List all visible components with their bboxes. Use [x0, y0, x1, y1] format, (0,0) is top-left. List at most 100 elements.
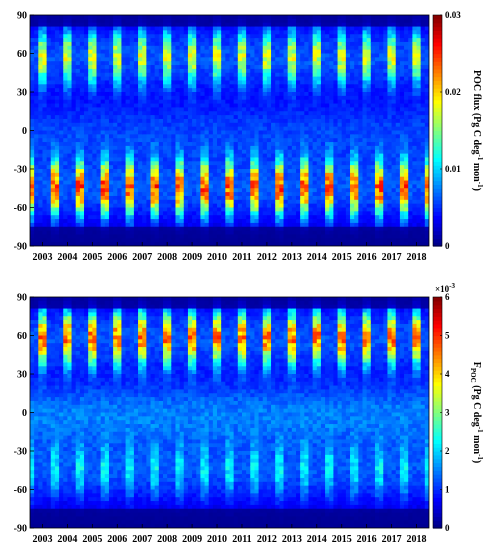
heatmap-cell	[337, 115, 343, 120]
heatmap-cell	[100, 15, 106, 20]
heatmap-cell	[333, 230, 339, 236]
heatmap-cell	[104, 130, 110, 135]
heatmap-cell	[283, 176, 289, 182]
heatmap-cell	[34, 203, 39, 209]
heatmap-cell	[312, 157, 318, 162]
heatmap-cell	[88, 53, 93, 58]
heatmap-cell	[250, 161, 256, 166]
heatmap-cell	[71, 234, 77, 239]
heatmap-cell	[183, 195, 189, 201]
heatmap-cell	[271, 38, 276, 43]
heatmap-cell	[59, 99, 64, 105]
heatmap-cell	[250, 41, 256, 47]
heatmap-cell	[163, 234, 168, 239]
heatmap-cell	[345, 230, 351, 236]
heatmap-cell	[225, 103, 231, 108]
heatmap-cell	[79, 126, 85, 132]
heatmap-cell	[192, 134, 197, 139]
heatmap-cell	[333, 238, 339, 243]
heatmap-cell	[121, 199, 127, 205]
heatmap-cell	[266, 88, 272, 93]
heatmap-cell	[354, 80, 359, 85]
heatmap-cell	[54, 80, 60, 85]
heatmap-cell	[96, 145, 102, 151]
heatmap-cell	[179, 234, 185, 239]
heatmap-cell	[241, 103, 247, 108]
heatmap-cell	[179, 199, 185, 205]
heatmap-cell	[217, 95, 222, 101]
heatmap-cell	[320, 34, 326, 39]
heatmap-cell	[146, 107, 152, 112]
heatmap-cell	[38, 126, 44, 132]
heatmap-cell	[212, 30, 218, 35]
heatmap-cell	[71, 126, 77, 132]
heatmap-cell	[150, 84, 156, 89]
heatmap-cell	[279, 180, 285, 185]
heatmap-cell	[287, 192, 293, 197]
heatmap-cell	[275, 165, 280, 170]
heatmap-cell	[75, 57, 81, 62]
heatmap-cell	[345, 92, 351, 97]
heatmap-cell	[233, 188, 239, 193]
heatmap-cell	[92, 126, 98, 132]
heatmap-cell	[30, 122, 35, 128]
heatmap-cell	[204, 68, 210, 74]
heatmap-cell	[163, 80, 168, 85]
heatmap-cell	[370, 134, 376, 139]
heatmap-cell	[246, 38, 251, 43]
heatmap-cell	[171, 115, 177, 120]
heatmap-cell	[30, 242, 35, 246]
heatmap-cell	[366, 180, 372, 185]
heatmap-cell	[208, 15, 214, 20]
heatmap-cell	[337, 149, 343, 155]
heatmap-cell	[275, 115, 280, 120]
heatmap-cell	[312, 153, 318, 159]
heatmap-cell	[262, 222, 268, 228]
heatmap-cell	[38, 115, 44, 120]
heatmap-cell	[208, 111, 214, 116]
heatmap-cell	[212, 215, 218, 220]
heatmap-cell	[271, 15, 276, 20]
heatmap-cell	[38, 130, 44, 135]
heatmap-cell	[79, 26, 85, 31]
heatmap-cell	[92, 53, 98, 58]
heatmap-cell	[204, 111, 210, 116]
heatmap-cell	[113, 53, 118, 58]
heatmap-cell	[221, 169, 226, 174]
heatmap-cell	[283, 230, 289, 236]
heatmap-cell	[196, 15, 202, 20]
heatmap-cell	[108, 57, 114, 62]
heatmap-cell	[341, 26, 347, 31]
heatmap-cell	[316, 68, 322, 74]
heatmap-cell	[246, 130, 251, 135]
heatmap-cell	[345, 199, 351, 205]
heatmap-cell	[229, 226, 235, 232]
heatmap-cell	[192, 215, 197, 220]
heatmap-cell	[362, 134, 368, 139]
heatmap-cell	[237, 226, 243, 232]
heatmap-cell	[275, 203, 280, 209]
heatmap-cell	[50, 126, 56, 132]
heatmap-cell	[241, 130, 247, 135]
heatmap-cell	[212, 242, 218, 246]
heatmap-cell	[204, 149, 210, 155]
heatmap-cell	[125, 34, 131, 39]
heatmap-cell	[163, 215, 168, 220]
heatmap-cell	[175, 180, 181, 185]
heatmap-cell	[316, 176, 322, 182]
heatmap-cell	[312, 172, 318, 178]
heatmap-cell	[362, 157, 368, 162]
heatmap-cell	[241, 126, 247, 132]
heatmap-cell	[287, 65, 293, 70]
heatmap-cell	[113, 180, 118, 185]
heatmap-cell	[150, 157, 156, 162]
heatmap-cell	[262, 203, 268, 209]
heatmap-cell	[158, 57, 164, 62]
heatmap-cell	[30, 230, 35, 236]
heatmap-cell	[233, 53, 239, 58]
heatmap-cell	[333, 192, 339, 197]
heatmap-cell	[117, 165, 123, 170]
heatmap-cell	[117, 95, 123, 101]
heatmap-cell	[167, 145, 172, 151]
heatmap-cell	[71, 180, 77, 185]
